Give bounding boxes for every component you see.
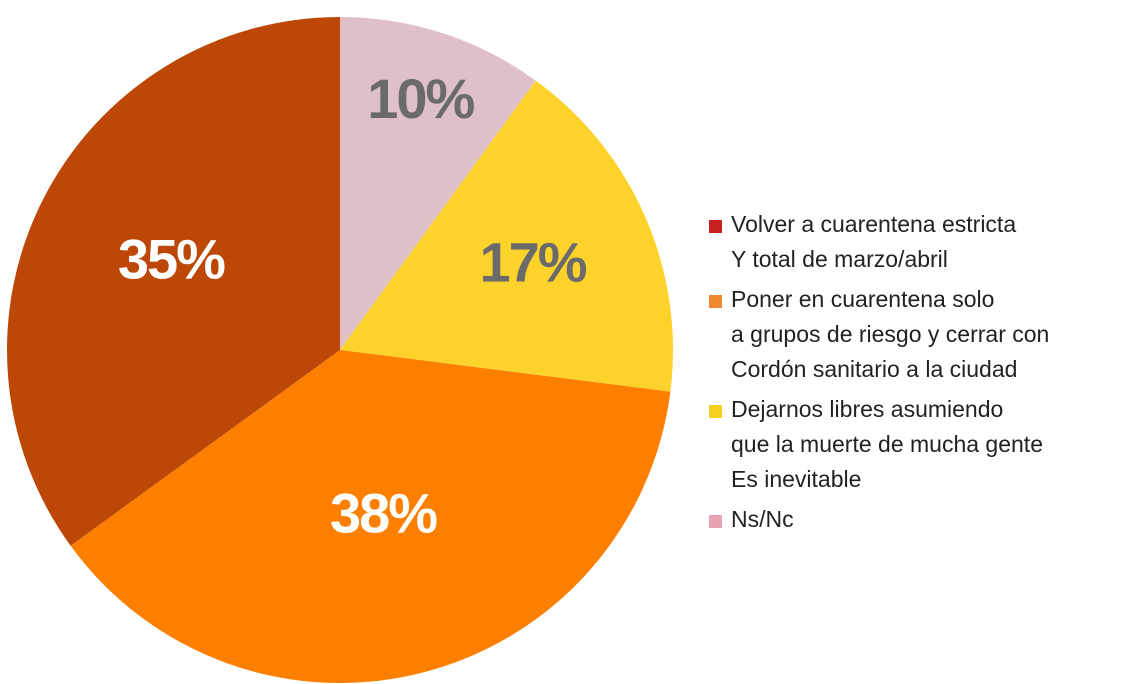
pie-slice [340, 80, 673, 392]
value-label: 38% [330, 482, 437, 545]
legend-label: Volver a cuarentena estricta Y total de m… [731, 211, 1016, 272]
legend-swatch [709, 515, 722, 528]
value-label: 10% [367, 67, 474, 130]
pie-slice [340, 17, 536, 350]
value-label: 35% [118, 228, 225, 291]
value-label: 17% [479, 230, 586, 293]
legend-label: Poner en cuarentena solo a grupos de ries… [731, 286, 1049, 382]
legend-swatch [709, 220, 722, 233]
legend-swatch [709, 295, 722, 308]
legend-swatch [709, 405, 722, 418]
pie-slice [6, 17, 340, 546]
pie-slice [70, 350, 671, 684]
legend-label: Ns/Nc [731, 506, 794, 532]
legend-label: Dejarnos libres asumiendo que la muerte d… [731, 396, 1043, 492]
